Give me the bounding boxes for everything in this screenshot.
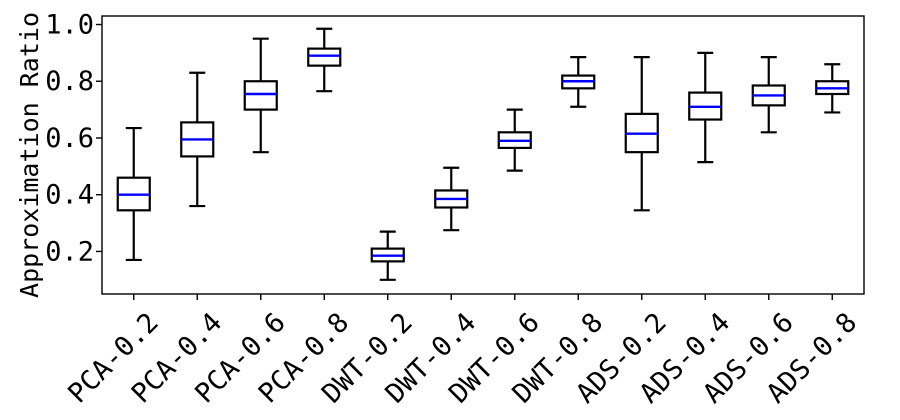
- x-axis-ticks: PCA-0.2PCA-0.4PCA-0.6PCA-0.8DWT-0.2DWT-0…: [62, 294, 863, 409]
- box-ads-0-4: [688, 51, 723, 164]
- y-tick-label: 1.0: [45, 10, 94, 41]
- y-tick-label: 0.8: [45, 66, 94, 97]
- plot-frame: [101, 15, 865, 295]
- box-dwt-0-8: [561, 56, 596, 108]
- iqr-box: [243, 80, 278, 111]
- y-tick-label: 0.6: [45, 123, 94, 154]
- box-ads-0-6: [751, 56, 786, 134]
- box-dwt-0-6: [497, 108, 532, 172]
- y-axis-ticks: 0.2 0.4 0.6 0.8 1.0: [45, 10, 102, 267]
- box-pca-0-6: [243, 37, 278, 154]
- y-tick-label: 0.4: [45, 180, 94, 211]
- box-pca-0-2: [116, 126, 151, 262]
- box-pca-0-4: [180, 71, 215, 208]
- y-tick-label: 0.2: [45, 236, 94, 267]
- box-dwt-0-4: [434, 166, 469, 232]
- iqr-box: [307, 47, 342, 67]
- box-pca-0-8: [307, 27, 342, 93]
- box-ads-0-2: [624, 56, 659, 212]
- box-ads-0-8: [815, 63, 850, 114]
- plot-area: [101, 15, 865, 295]
- y-axis-title: Approximation Ratio: [15, 12, 44, 298]
- box-dwt-0-2: [370, 230, 405, 281]
- box-marks: [116, 27, 850, 281]
